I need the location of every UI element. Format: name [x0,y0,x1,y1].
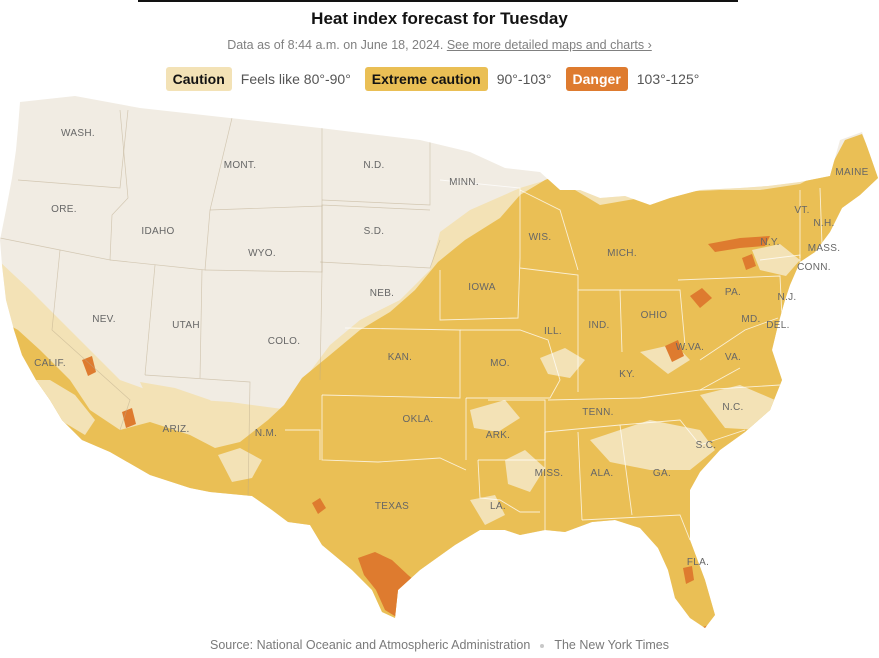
state-label-ny: N.Y. [760,237,779,248]
state-label-md: MD. [741,314,760,325]
state-label-colo: COLO. [268,336,301,347]
state-label-ga: GA. [653,468,671,479]
state-label-okla: OKLA. [403,414,434,425]
legend-extreme-caution-range: 90°-103° [496,71,552,87]
detailed-maps-link[interactable]: See more detailed maps and charts › [446,38,652,52]
source-text: Source: National Oceanic and Atmospheric… [210,638,531,652]
legend-danger-swatch: Danger [565,67,628,91]
state-label-ark: ARK. [486,430,511,441]
state-label-utah: UTAH [172,320,200,331]
state-label-sd: S.D. [364,226,385,237]
separator-dot [540,643,545,648]
credit-text: The New York Times [554,638,669,652]
state-label-sc: S.C. [696,440,717,451]
state-label-mo: MO. [490,358,510,369]
state-label-ill: ILL. [544,326,562,337]
state-label-nm: N.M. [255,428,277,439]
state-label-vt: VT. [794,205,809,216]
state-label-la: LA. [490,501,506,512]
state-label-nj: N.J. [778,292,797,303]
state-label-maine: MAINE [835,167,868,178]
chart-title: Heat index forecast for Tuesday [311,9,568,28]
source-line: Source: National Oceanic and Atmospheric… [0,638,879,652]
state-label-iowa: IOWA [468,282,496,293]
state-label-wyo: WYO. [248,248,276,259]
state-label-minn: MINN. [449,177,479,188]
state-label-nev: NEV. [92,314,116,325]
state-label-calif: CALIF. [34,358,66,369]
state-label-ind: IND. [588,320,609,331]
legend-extreme-caution-swatch: Extreme caution [364,67,488,91]
state-label-idaho: IDAHO [141,226,174,237]
state-label-texas: TEXAS [375,501,409,512]
legend-caution-swatch: Caution [165,67,232,91]
legend-danger-range: 103°-125° [636,71,700,87]
state-label-nh: N.H. [813,218,834,229]
heat-index-map[interactable]: WASH. ORE. CALIF. IDAHO NEV. MONT. WYO. UTAH ARI… [0,92,879,637]
state-label-ore: ORE. [51,204,77,215]
state-label-conn: CONN. [797,262,831,273]
state-label-wash: WASH. [61,128,95,139]
state-label-nc: N.C. [722,402,743,413]
state-label-fla: FLA. [687,557,709,568]
legend: Caution Feels like 80°-90° Extreme cauti… [0,67,879,91]
state-label-mont: MONT. [224,160,257,171]
state-label-ala: ALA. [591,468,614,479]
state-label-del: DEL. [766,320,789,331]
state-label-wis: WIS. [529,232,552,243]
state-labels: WASH. ORE. CALIF. IDAHO NEV. MONT. WYO. UTAH ARI… [34,128,868,568]
state-label-kan: KAN. [388,352,413,363]
state-label-pa: PA. [725,287,741,298]
state-label-mass: MASS. [808,243,841,254]
state-label-wva: W.VA. [676,342,705,353]
state-label-tenn: TENN. [582,407,614,418]
state-label-va: VA. [725,352,741,363]
state-label-nd: N.D. [363,160,384,171]
top-rule [138,0,738,2]
state-label-mich: MICH. [607,248,637,259]
state-label-ariz: ARIZ. [162,424,189,435]
legend-caution-range: Feels like 80°-90° [240,71,351,87]
state-label-miss: MISS. [535,468,564,479]
state-label-ky: KY. [619,369,635,380]
chart-subtitle: Data as of 8:44 a.m. on June 18, 2024. S… [0,38,879,52]
data-timestamp: Data as of 8:44 a.m. on June 18, 2024. [227,38,444,52]
state-label-ohio: OHIO [641,310,668,321]
state-label-neb: NEB. [370,288,395,299]
